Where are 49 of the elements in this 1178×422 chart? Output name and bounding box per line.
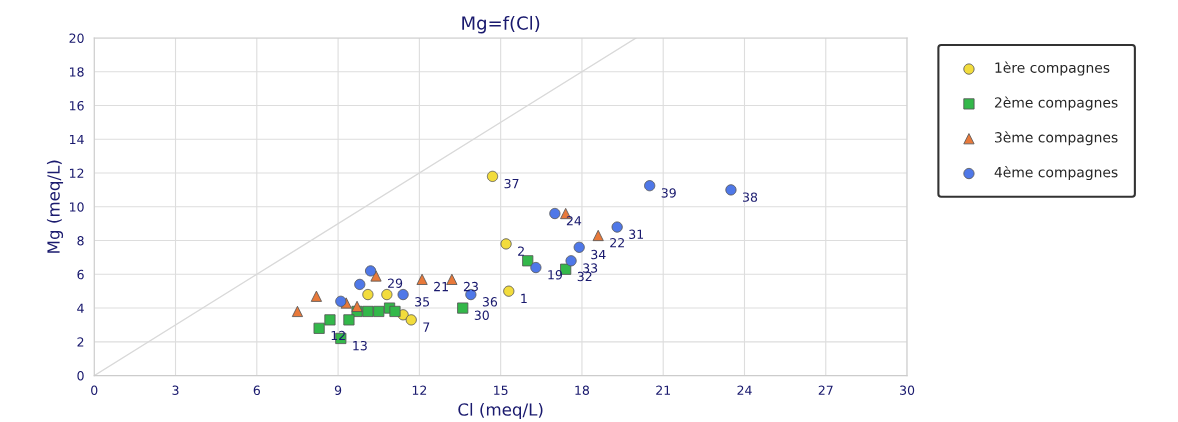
- y-tick-label: 6: [77, 269, 84, 280]
- annotation: 30: [474, 310, 489, 321]
- y-tick-label: 2: [77, 337, 84, 347]
- y-tick-label: 8: [77, 236, 84, 246]
- annotation: 39: [661, 188, 676, 198]
- y-tick-label: 10: [69, 202, 84, 212]
- annotation: 36: [482, 297, 498, 307]
- x-tick-label: 18: [575, 385, 590, 395]
- annotation: 38: [743, 192, 758, 202]
- x-tick-label: 0: [91, 385, 98, 395]
- y-tick-label: 18: [69, 67, 84, 77]
- x-tick-label: 6: [253, 385, 260, 395]
- annotation: 22: [610, 237, 624, 248]
- y-tick-label: 12: [69, 168, 84, 178]
- x-tick-label: 12: [412, 385, 427, 395]
- y-tick-label: 20: [69, 33, 84, 43]
- annotation: 32: [577, 271, 592, 282]
- annotation: 23: [463, 281, 478, 292]
- x-tick-label: 24: [737, 385, 752, 395]
- annotation: 31: [629, 229, 644, 239]
- annotation: 7: [423, 322, 430, 332]
- y-tick-label: 16: [69, 100, 84, 111]
- x-axis-title: Cl (meq/L): [458, 402, 543, 420]
- x-tick-label: 21: [656, 385, 671, 395]
- x-tick-label: 30: [900, 385, 915, 395]
- annotation: 34: [591, 249, 606, 260]
- annotation: 13: [353, 340, 367, 351]
- y-tick-label: 4: [77, 303, 84, 313]
- legend-label: 1ère compagnes: [995, 61, 1110, 76]
- annotation: 1: [521, 293, 527, 303]
- annotation: 33: [583, 263, 598, 273]
- chart-title: Mg=f(Cl): [462, 15, 540, 34]
- legend-label: 3ème compagnes: [995, 131, 1118, 146]
- y-tick-label: 0: [77, 371, 84, 381]
- x-tick-label: 27: [818, 385, 833, 395]
- annotation: 24: [566, 216, 582, 226]
- x-tick-label: 9: [334, 385, 342, 395]
- annotation: 29: [388, 278, 403, 288]
- annotation: 19: [548, 270, 563, 280]
- legend-label: 2ème compagnes: [994, 96, 1118, 111]
- annotation: 37: [504, 178, 519, 189]
- y-tick-label: 14: [69, 134, 84, 145]
- legend-label: 4ème compagnes: [994, 166, 1118, 181]
- y-axis-title: Mg (meq/L): [46, 160, 64, 253]
- annotation: 21: [434, 281, 448, 292]
- x-tick-label: 3: [172, 385, 179, 395]
- annotation: 35: [415, 297, 430, 307]
- annotation: 2: [518, 246, 524, 256]
- x-tick-label: 15: [494, 385, 508, 395]
